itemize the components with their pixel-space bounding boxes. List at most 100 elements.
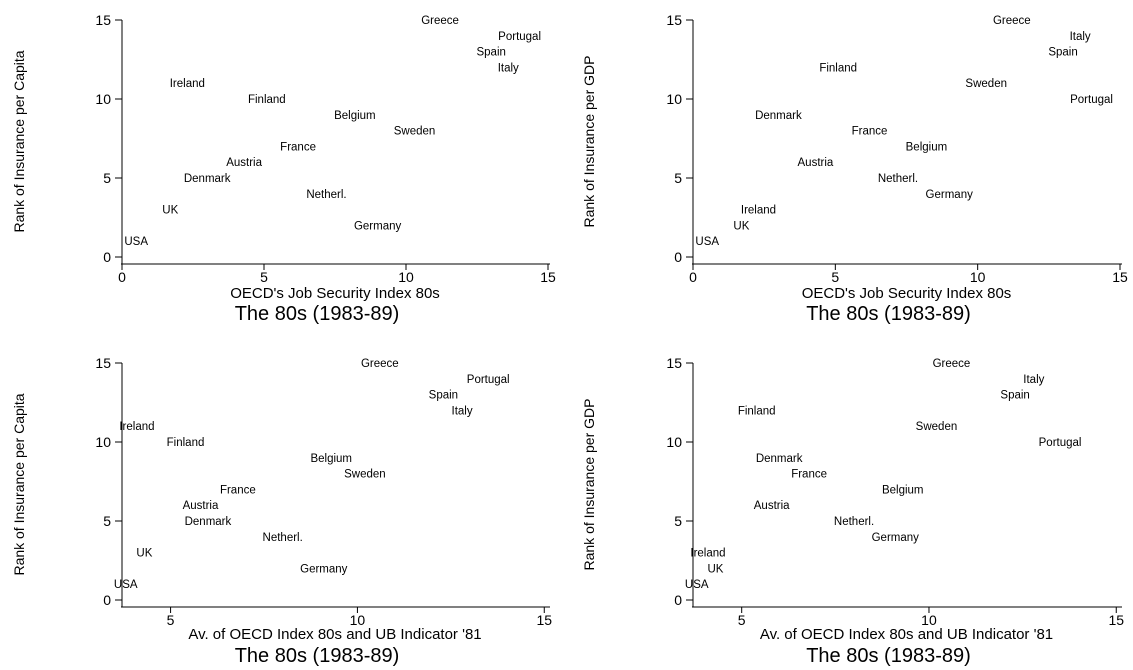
x-tick-label: 15 bbox=[536, 612, 552, 628]
point-label: Germany bbox=[926, 189, 974, 201]
point-label: Greece bbox=[361, 358, 399, 370]
y-tick-label: 5 bbox=[674, 513, 682, 529]
x-axis-title: OECD's Job Security Index 80s bbox=[802, 285, 1012, 302]
y-tick-label: 10 bbox=[666, 91, 682, 107]
y-tick-label: 0 bbox=[674, 249, 682, 265]
x-tick-label: 15 bbox=[1108, 612, 1124, 628]
point-label: Finland bbox=[248, 94, 286, 106]
y-axis-title: Rank of Insurance per GDP bbox=[581, 399, 597, 571]
x-axis-title: OECD's Job Security Index 80s bbox=[230, 285, 440, 302]
point-label: Portugal bbox=[1070, 94, 1113, 106]
point-label: Spain bbox=[1048, 47, 1077, 59]
point-label: Austria bbox=[226, 157, 262, 169]
point-label: Sweden bbox=[344, 469, 386, 481]
y-tick-label: 10 bbox=[666, 434, 682, 450]
chart-caption: The 80s (1983-89) bbox=[806, 645, 971, 667]
y-tick-label: 10 bbox=[95, 91, 111, 107]
chart-caption: The 80s (1983-89) bbox=[235, 303, 400, 325]
point-label: Belgium bbox=[882, 484, 924, 496]
y-tick-label: 15 bbox=[666, 355, 682, 371]
point-label: Belgium bbox=[310, 453, 352, 465]
x-tick-label: 10 bbox=[398, 269, 414, 285]
y-axis-title: Rank of Insurance per Capita bbox=[11, 393, 27, 575]
point-label: Austria bbox=[183, 500, 219, 512]
point-label: Italy bbox=[498, 62, 519, 74]
y-axis-title: Rank of Insurance per GDP bbox=[581, 56, 597, 228]
point-label: Denmark bbox=[755, 110, 802, 122]
point-label: Ireland bbox=[690, 548, 725, 560]
point-label: UK bbox=[162, 205, 178, 217]
point-label: Spain bbox=[1000, 390, 1029, 402]
point-label: Germany bbox=[300, 563, 348, 575]
point-label: UK bbox=[733, 220, 749, 232]
y-tick-label: 10 bbox=[95, 434, 111, 450]
x-axis-title: Av. of OECD Index 80s and UB Indicator '… bbox=[188, 626, 481, 643]
point-label: USA bbox=[114, 579, 138, 591]
point-label: Austria bbox=[754, 500, 790, 512]
point-label: France bbox=[791, 469, 827, 481]
y-axis-title: Rank of Insurance per Capita bbox=[11, 50, 27, 232]
point-label: USA bbox=[124, 236, 148, 248]
point-label: USA bbox=[685, 579, 709, 591]
y-tick-label: 15 bbox=[666, 12, 682, 28]
point-label: Germany bbox=[872, 532, 920, 544]
x-tick-label: 15 bbox=[540, 269, 556, 285]
point-label: Sweden bbox=[394, 126, 436, 138]
point-label: Spain bbox=[429, 390, 458, 402]
x-tick-label: 10 bbox=[970, 269, 986, 285]
y-tick-label: 15 bbox=[95, 355, 111, 371]
point-label: Belgium bbox=[334, 110, 376, 122]
x-tick-label: 5 bbox=[738, 612, 746, 628]
x-tick-label: 5 bbox=[167, 612, 175, 628]
point-label: Ireland bbox=[170, 78, 205, 90]
point-label: Ireland bbox=[119, 421, 154, 433]
y-tick-label: 5 bbox=[674, 170, 682, 186]
point-label: Netherl. bbox=[306, 189, 346, 201]
point-label: France bbox=[280, 141, 316, 153]
point-label: Denmark bbox=[185, 516, 232, 528]
point-label: Spain bbox=[476, 47, 505, 59]
x-tick-label: 0 bbox=[689, 269, 697, 285]
point-label: Finland bbox=[738, 405, 776, 417]
point-label: Denmark bbox=[184, 173, 231, 185]
point-label: Portugal bbox=[1039, 437, 1082, 449]
point-label: USA bbox=[695, 236, 719, 248]
x-tick-label: 15 bbox=[1112, 269, 1128, 285]
point-label: Italy bbox=[1023, 374, 1044, 386]
point-label: Greece bbox=[421, 15, 459, 27]
point-label: Portugal bbox=[498, 31, 541, 43]
point-label: UK bbox=[136, 548, 152, 560]
point-label: Netherl. bbox=[263, 532, 303, 544]
point-label: Netherl. bbox=[834, 516, 874, 528]
point-label: Greece bbox=[993, 15, 1031, 27]
y-tick-label: 0 bbox=[103, 592, 111, 608]
point-label: Germany bbox=[354, 220, 402, 232]
point-label: Finland bbox=[167, 437, 205, 449]
x-tick-label: 5 bbox=[831, 269, 839, 285]
x-tick-label: 10 bbox=[921, 612, 937, 628]
y-tick-label: 5 bbox=[103, 513, 111, 529]
point-label: UK bbox=[707, 563, 723, 575]
chart-caption: The 80s (1983-89) bbox=[806, 303, 971, 325]
point-label: France bbox=[220, 484, 256, 496]
point-label: Austria bbox=[798, 157, 834, 169]
point-label: Italy bbox=[1070, 31, 1091, 43]
x-tick-label: 0 bbox=[118, 269, 126, 285]
point-label: Sweden bbox=[916, 421, 958, 433]
point-label: Ireland bbox=[741, 205, 776, 217]
point-label: France bbox=[852, 126, 888, 138]
y-tick-label: 0 bbox=[103, 249, 111, 265]
point-label: Portugal bbox=[467, 374, 510, 386]
point-label: Denmark bbox=[756, 453, 803, 465]
point-label: Italy bbox=[452, 405, 473, 417]
point-label: Belgium bbox=[906, 141, 948, 153]
point-label: Sweden bbox=[965, 78, 1007, 90]
chart-caption: The 80s (1983-89) bbox=[235, 645, 400, 667]
x-tick-label: 5 bbox=[260, 269, 268, 285]
point-label: Greece bbox=[933, 358, 971, 370]
y-tick-label: 5 bbox=[103, 170, 111, 186]
point-label: Finland bbox=[819, 62, 857, 74]
point-label: Netherl. bbox=[878, 173, 918, 185]
x-axis-title: Av. of OECD Index 80s and UB Indicator '… bbox=[760, 626, 1053, 643]
